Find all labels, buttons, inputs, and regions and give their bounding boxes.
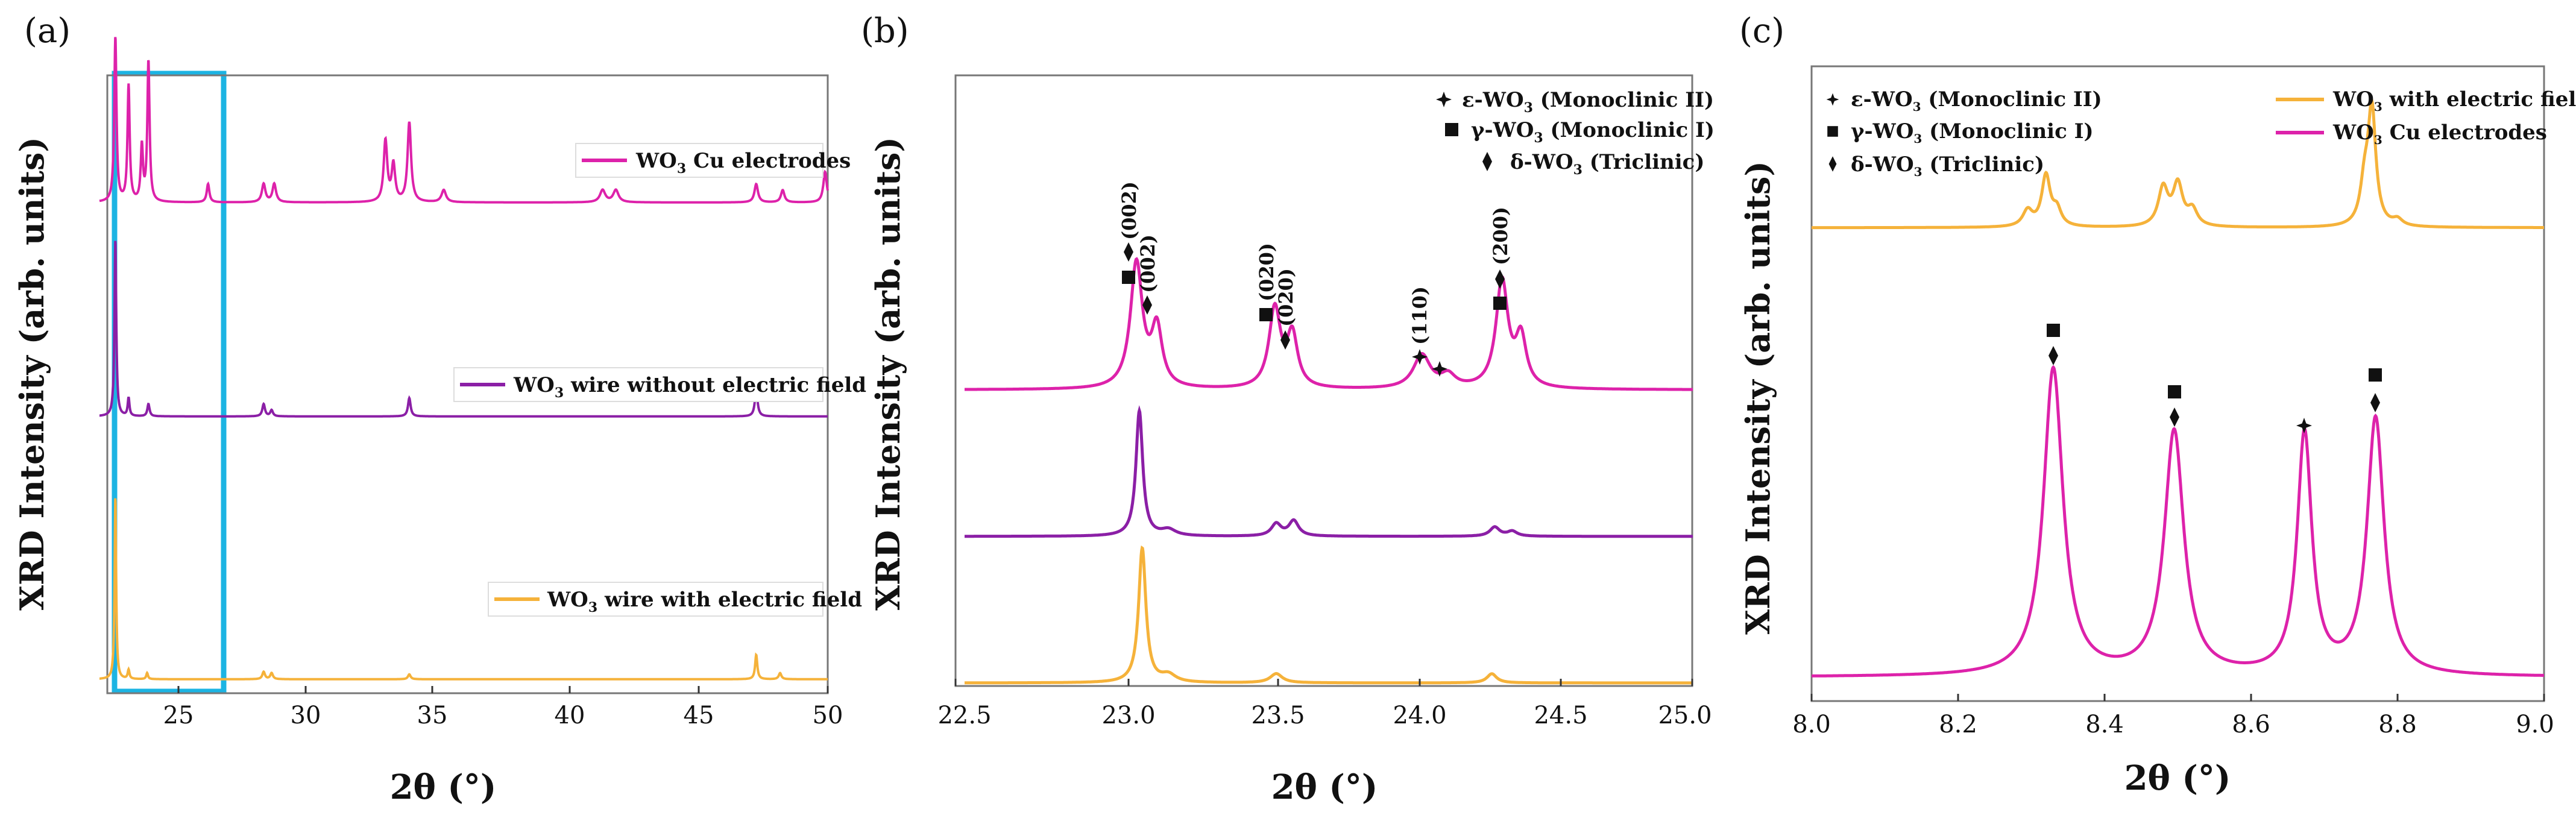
legend-entry-cu-electrodes: WO3 Cu electrodes xyxy=(575,143,851,178)
panel-b-x-axis-label: 2θ (°) xyxy=(1271,767,1378,807)
svg-text:WO3 wire with electric field: WO3 wire with electric field xyxy=(547,588,862,615)
panel-c-frame xyxy=(1810,65,2545,702)
x-tick-label: 8.8 xyxy=(2378,711,2417,738)
x-tick-label: 8.2 xyxy=(1939,711,1977,738)
miller-index-label: (002) xyxy=(1118,181,1141,240)
highlight-box xyxy=(112,71,227,694)
series-legend: WO3 with electric field WO3 Cu electrode… xyxy=(2276,87,2576,147)
x-tick-label: 22.5 xyxy=(937,702,991,729)
x-tick-label: 8.0 xyxy=(1792,711,1831,738)
series-line-wo3-wire-with-field xyxy=(99,498,828,681)
svg-text:δ-WO3 (Triclinic): δ-WO3 (Triclinic) xyxy=(1851,153,2044,179)
x-tick-label: 8.6 xyxy=(2232,711,2270,738)
panel-a-x-ticks: 25 30 35 40 45 50 xyxy=(163,686,843,729)
x-tick-label: 8.4 xyxy=(2085,711,2124,738)
phase-legend: ε-WO3 (Monoclinic II) γ-WO3 (Monoclinic … xyxy=(1826,87,2102,179)
x-tick-label: 30 xyxy=(291,702,321,729)
panel-a-label: (a) xyxy=(24,11,71,51)
panel-a-frame xyxy=(106,74,829,694)
star-icon xyxy=(2296,418,2312,433)
svg-text:ε-WO3 (Monoclinic II): ε-WO3 (Monoclinic II) xyxy=(1462,88,1714,116)
svg-text:WO3 with electric field: WO3 with electric field xyxy=(2332,87,2576,114)
panel-a-x-axis-label: 2θ (°) xyxy=(390,767,497,807)
svg-text:γ-WO3 (Monoclinic I): γ-WO3 (Monoclinic I) xyxy=(1851,119,2094,146)
star-icon xyxy=(1432,361,1447,377)
panel-c-x-axis-label: 2θ (°) xyxy=(2124,758,2231,798)
legend-entry-without-field: WO3 wire without electric field xyxy=(453,367,866,402)
x-tick-label: 35 xyxy=(417,702,448,729)
star-icon xyxy=(1826,93,1839,106)
star-icon xyxy=(1436,92,1452,107)
square-icon xyxy=(1827,126,1838,137)
x-tick-label: 23.0 xyxy=(1101,702,1155,729)
svg-text:ε-WO3 (Monoclinic II): ε-WO3 (Monoclinic II) xyxy=(1851,87,2102,114)
x-tick-label: 45 xyxy=(684,702,714,729)
x-tick-label: 23.5 xyxy=(1251,702,1305,729)
panel-c: (c) XRD Intensity (arb. units) 2θ (°) 8.… xyxy=(1739,11,2576,798)
panel-c-y-axis-label: XRD Intensity (arb. units) xyxy=(1739,161,1777,635)
x-tick-label: 40 xyxy=(555,702,585,729)
svg-text:γ-WO3 (Monoclinic I): γ-WO3 (Monoclinic I) xyxy=(1471,118,1715,146)
peak-annotations: (002) (002) (020) (020) (110) (200) xyxy=(1118,181,1512,377)
svg-text:WO3 Cu electrodes: WO3 Cu electrodes xyxy=(2332,121,2547,147)
square-icon xyxy=(1493,297,1507,310)
miller-index-label: (002) xyxy=(1136,234,1159,293)
diamond-icon xyxy=(2049,346,2058,365)
star-icon xyxy=(1412,349,1428,365)
diamond-icon xyxy=(1482,152,1492,171)
legend-entry-with-field: WO3 wire with electric field xyxy=(488,582,862,617)
miller-index-label: (110) xyxy=(1408,286,1431,345)
x-tick-label: 24.5 xyxy=(1534,702,1587,729)
panel-b-frame xyxy=(954,74,1693,687)
panel-b-x-ticks: 22.5 23.0 23.5 24.0 24.5 25.0 xyxy=(937,679,1712,729)
miller-index-label: (020) xyxy=(1274,268,1297,327)
diamond-icon xyxy=(1124,242,1133,262)
svg-text:WO3 Cu electrodes: WO3 Cu electrodes xyxy=(635,149,851,177)
panel-c-label: (c) xyxy=(1739,11,1784,51)
x-tick-label: 50 xyxy=(813,702,843,729)
series-line-wo3-wire-without-field xyxy=(965,405,1693,538)
svg-text:δ-WO3 (Triclinic): δ-WO3 (Triclinic) xyxy=(1510,150,1704,178)
series-line-wo3-cu-electrodes xyxy=(965,257,1693,391)
series-line-wo3-wire-with-field xyxy=(965,545,1693,685)
svg-text:WO3 wire without electric fiel: WO3 wire without electric field xyxy=(513,373,866,401)
square-icon xyxy=(2168,385,2181,398)
square-icon xyxy=(2047,324,2060,337)
x-tick-label: 25.0 xyxy=(1658,702,1712,729)
x-tick-label: 24.0 xyxy=(1393,702,1446,729)
legend-text: WO xyxy=(635,149,677,173)
legend-text: WO xyxy=(513,373,555,397)
series-line-wo3-with-field xyxy=(1812,99,2544,230)
panel-c-x-ticks: 8.0 8.2 8.4 8.6 8.8 9.0 xyxy=(1792,694,2554,738)
phase-legend: ε-WO3 (Monoclinic II) γ-WO3 (Monoclinic … xyxy=(1436,88,1715,178)
peak-annotations xyxy=(2047,324,2382,433)
series-line-wo3-cu-electrodes xyxy=(1812,365,2544,678)
square-icon xyxy=(1259,308,1273,321)
square-icon xyxy=(1445,123,1458,136)
x-tick-label: 9.0 xyxy=(2516,711,2554,738)
diamond-icon xyxy=(2170,407,2179,427)
panel-b-y-axis-label: XRD Intensity (arb. units) xyxy=(869,137,907,611)
diamond-icon xyxy=(2370,393,2380,412)
legend-text: WO xyxy=(547,588,588,612)
square-icon xyxy=(2369,368,2382,382)
miller-index-label: (020) xyxy=(1255,243,1278,301)
panel-b: (b) XRD Intensity (arb. units) 2θ (°) 22… xyxy=(861,11,1715,807)
series-line-wo3-cu-electrodes xyxy=(99,37,829,204)
panel-b-label: (b) xyxy=(861,11,909,51)
x-tick-label: 25 xyxy=(163,702,194,729)
panel-a: (a) XRD Intensity (arb. units) 2θ (°) 25… xyxy=(13,11,866,807)
diamond-icon xyxy=(1828,156,1837,172)
series-line-wo3-wire-without-field xyxy=(99,241,828,418)
miller-index-label: (200) xyxy=(1489,207,1512,265)
panel-a-y-axis-label: XRD Intensity (arb. units) xyxy=(13,137,51,611)
square-icon xyxy=(1122,271,1135,284)
